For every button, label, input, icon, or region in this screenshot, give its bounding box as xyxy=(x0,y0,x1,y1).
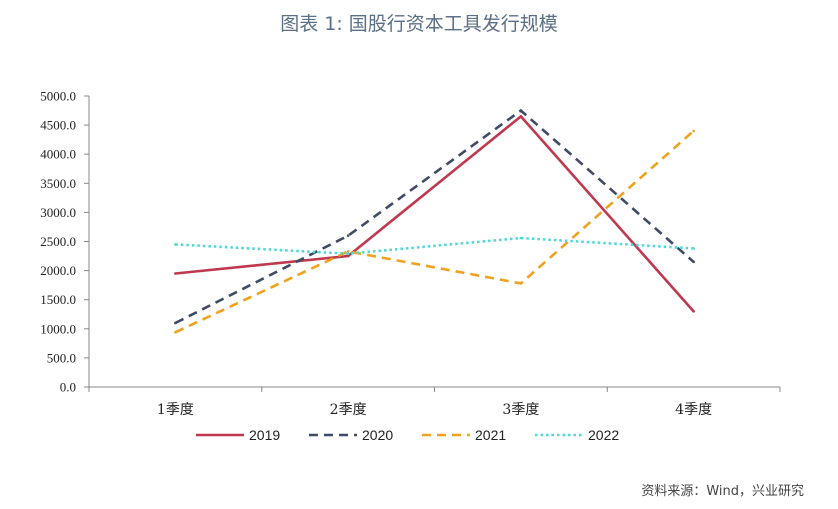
data-point-2020 xyxy=(174,321,177,325)
y-tick-label: 3500.0 xyxy=(40,176,76,191)
data-point-2019 xyxy=(174,272,177,275)
data-point-2020 xyxy=(346,234,350,237)
y-tick-label: 2000.0 xyxy=(40,263,76,278)
data-point-2019 xyxy=(692,310,695,313)
series-line-2019 xyxy=(175,114,695,313)
y-tick-label: 2500.0 xyxy=(40,234,76,249)
legend-label-2021: 2021 xyxy=(475,427,506,443)
series-line-2021 xyxy=(174,129,695,334)
data-point-2020 xyxy=(692,260,695,264)
legend-label-2019: 2019 xyxy=(249,427,280,443)
y-tick-label: 1000.0 xyxy=(40,321,76,336)
source-note: 资料来源：Wind，兴业研究 xyxy=(641,484,804,499)
y-axis-ticks: 0.0 500.0 1000.0 1500.0 2000.0 2500.0 3000.0 35… xyxy=(40,89,89,395)
x-tick-label: 2季度 xyxy=(330,402,367,418)
data-point-2019 xyxy=(519,115,523,118)
series-lines xyxy=(174,108,695,334)
data-point-2021 xyxy=(692,129,695,133)
x-tick-label: 3季度 xyxy=(502,402,539,418)
legend: 2019 2020 2021 2022 xyxy=(196,427,619,443)
data-point-2022 xyxy=(519,236,523,240)
data-point-2019 xyxy=(346,254,350,258)
data-point-2022 xyxy=(692,247,695,250)
x-tick-label: 1季度 xyxy=(157,402,194,418)
y-tick-label: 3000.0 xyxy=(40,205,76,220)
y-tick-label: 4500.0 xyxy=(40,118,76,133)
series-line-2022 xyxy=(175,236,694,256)
y-tick-label: 500.0 xyxy=(47,350,76,365)
data-point-2021 xyxy=(519,282,523,285)
y-tick-label: 0.0 xyxy=(60,380,76,395)
data-point-2021 xyxy=(346,250,350,253)
data-point-2020 xyxy=(519,109,523,112)
legend-label-2022: 2022 xyxy=(588,427,619,443)
y-tick-label: 1500.0 xyxy=(40,292,76,307)
data-point-2022 xyxy=(346,252,350,256)
series-line-2020 xyxy=(174,108,695,325)
data-point-2022 xyxy=(174,243,177,246)
y-tick-label: 4000.0 xyxy=(40,147,76,162)
x-tick-label: 4季度 xyxy=(675,402,712,418)
x-axis-ticks: 1季度 2季度 3季度 4季度 xyxy=(88,387,781,418)
data-point-2021 xyxy=(174,330,177,334)
chart-title: 图表 1: 国股行资本工具发行规模 xyxy=(280,13,558,35)
y-tick-label: 5000.0 xyxy=(40,89,76,104)
legend-label-2020: 2020 xyxy=(362,427,393,443)
